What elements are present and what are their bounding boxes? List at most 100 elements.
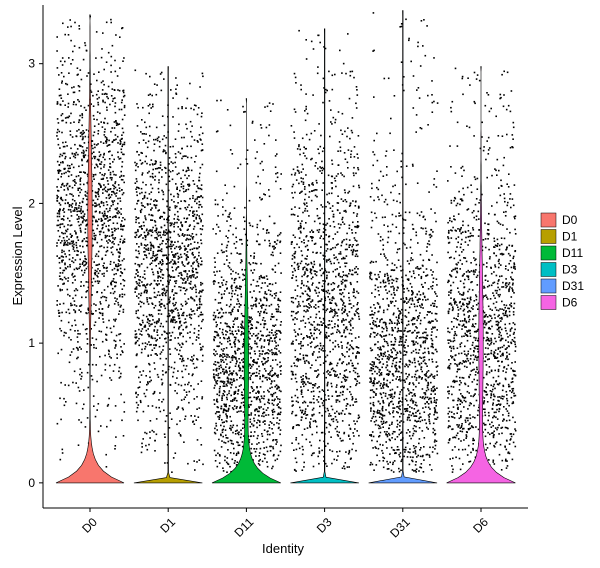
data-point: [248, 406, 250, 408]
data-point: [119, 247, 121, 250]
data-point: [136, 180, 138, 183]
data-point: [135, 164, 137, 167]
data-point: [258, 406, 260, 408]
data-point: [107, 210, 109, 213]
data-point: [349, 204, 352, 206]
data-point: [76, 268, 79, 270]
data-point: [122, 95, 125, 98]
data-point: [69, 134, 72, 136]
data-point: [168, 315, 170, 318]
data-point: [168, 180, 171, 182]
data-point: [273, 380, 276, 382]
data-point: [235, 241, 238, 243]
data-point: [99, 312, 102, 315]
data-point: [166, 257, 168, 259]
data-point: [153, 138, 155, 141]
data-point: [320, 274, 323, 277]
data-point: [170, 240, 172, 243]
data-point: [183, 311, 185, 314]
data-point: [56, 215, 59, 218]
data-point: [303, 360, 306, 363]
data-point: [213, 399, 215, 401]
data-point: [157, 250, 159, 252]
data-point: [345, 238, 348, 241]
data-point: [180, 286, 182, 289]
data-point: [301, 396, 304, 398]
data-point: [308, 303, 310, 305]
data-point: [343, 239, 345, 241]
data-point: [119, 197, 121, 200]
data-point: [107, 306, 110, 308]
data-point: [343, 374, 345, 377]
data-point: [162, 349, 164, 351]
data-point: [344, 280, 346, 282]
data-point: [262, 441, 265, 443]
data-point: [342, 304, 344, 306]
data-point: [326, 243, 328, 246]
data-point: [230, 268, 232, 271]
data-point: [67, 321, 70, 324]
data-point: [263, 296, 265, 299]
data-point: [201, 282, 204, 285]
data-point: [173, 262, 176, 265]
data-point: [213, 353, 215, 355]
data-point: [176, 349, 178, 351]
data-point: [162, 364, 165, 366]
data-point: [56, 118, 59, 120]
data-point: [92, 284, 94, 287]
data-point: [69, 185, 71, 188]
data-point: [107, 228, 110, 231]
data-point: [103, 68, 105, 71]
data-point: [57, 196, 59, 198]
data-point: [153, 330, 155, 332]
data-point: [162, 262, 164, 265]
data-point: [144, 238, 147, 241]
data-point: [73, 250, 76, 252]
data-point: [72, 210, 75, 212]
data-point: [222, 328, 224, 331]
data-point: [230, 400, 232, 402]
data-point: [237, 441, 239, 444]
data-point: [60, 94, 62, 97]
data-point: [278, 350, 280, 352]
data-point: [222, 392, 224, 395]
data-point: [112, 201, 114, 204]
data-point: [196, 261, 199, 263]
data-point: [187, 245, 189, 247]
data-point: [328, 70, 330, 73]
data-point: [188, 270, 190, 272]
data-point: [255, 240, 258, 242]
data-point: [197, 383, 199, 385]
data-point: [344, 305, 346, 307]
data-point: [118, 264, 120, 267]
data-point: [192, 236, 195, 238]
data-point: [74, 156, 77, 159]
data-point: [332, 247, 334, 249]
data-point: [236, 333, 238, 335]
data-point: [174, 319, 176, 321]
data-point: [214, 336, 217, 339]
data-point: [191, 135, 193, 138]
data-point: [155, 283, 158, 285]
data-point: [256, 443, 258, 445]
data-point: [82, 136, 84, 138]
data-point: [106, 216, 109, 219]
data-point: [169, 224, 172, 227]
data-point: [139, 381, 141, 383]
data-point: [150, 379, 152, 382]
data-point: [69, 19, 71, 21]
data-point: [322, 237, 325, 240]
data-point: [104, 214, 106, 217]
data-point: [273, 293, 276, 295]
data-point: [110, 247, 112, 249]
data-point: [343, 432, 345, 435]
data-point: [100, 163, 102, 165]
data-point: [78, 46, 81, 49]
data-point: [235, 277, 237, 280]
data-point: [113, 139, 115, 141]
data-point: [171, 222, 173, 224]
data-point: [260, 287, 263, 289]
data-point: [179, 207, 181, 210]
data-point: [117, 202, 119, 205]
data-point: [233, 185, 236, 188]
